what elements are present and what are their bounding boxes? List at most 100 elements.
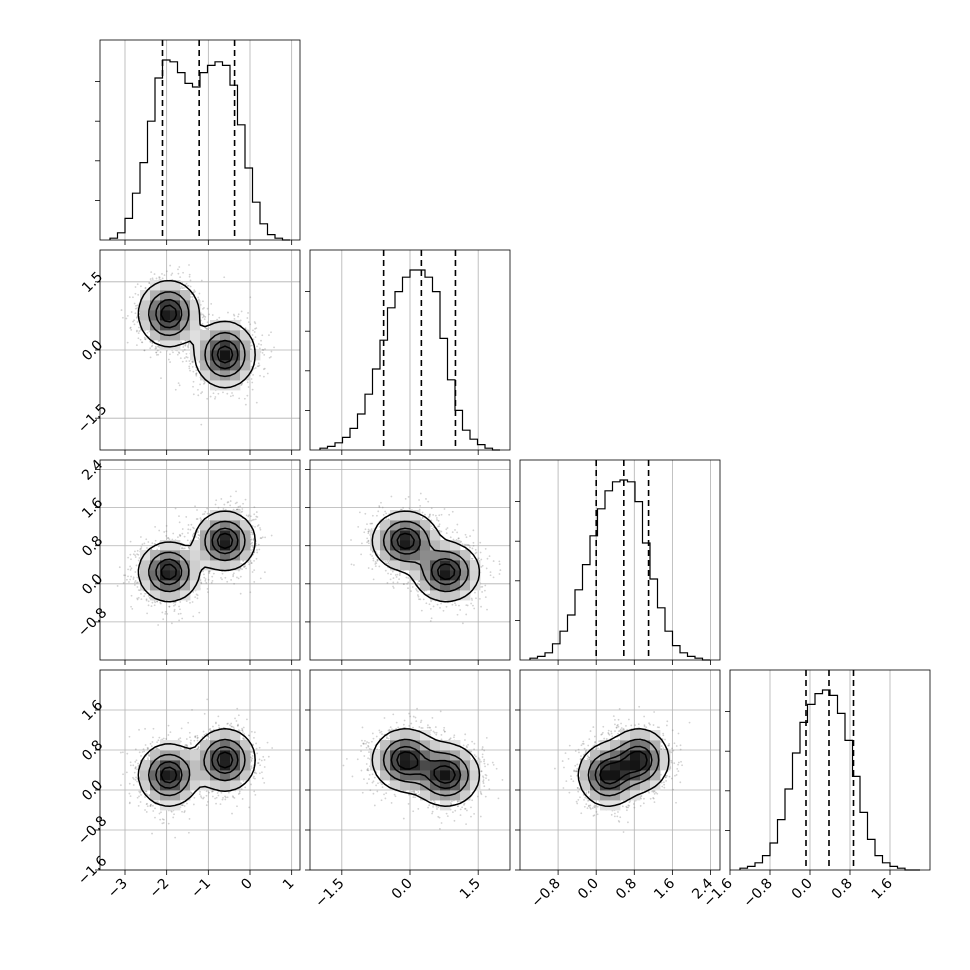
sample-point [203,318,206,321]
density-cell [170,330,181,341]
sample-point [202,382,205,385]
sample-point [141,341,144,344]
sample-point [241,510,244,513]
sample-point [211,575,214,578]
sample-point [179,608,181,611]
sample-point [159,601,162,604]
sample-point [200,423,203,426]
sample-point [207,578,210,581]
sample-point [248,563,251,566]
sample-point [173,610,176,613]
sample-point [129,326,132,329]
sample-point [192,591,195,593]
y-tick-label: 1.5 [79,269,106,296]
sample-point [189,601,191,604]
sample-point [247,321,250,324]
density-cell [180,310,191,321]
sample-point [191,601,194,603]
sample-point [195,373,198,376]
sample-point [229,395,232,398]
sample-point [197,537,200,539]
sample-point [164,610,167,613]
sample-point [178,384,181,387]
sample-point [146,547,148,549]
sample-point [273,346,275,349]
sample-point [251,525,254,527]
sample-point [122,581,125,584]
sample-point [158,278,161,280]
sample-point [208,313,211,316]
density-cell [240,370,251,381]
sample-point [133,323,136,326]
sample-point [136,586,139,588]
density-cell [210,370,221,381]
sample-point [144,286,147,289]
sample-point [143,542,146,545]
sample-point [227,311,229,314]
sample-point [136,576,139,579]
sample-point [133,319,135,322]
sample-point [261,536,264,539]
density-cell [220,370,231,381]
sample-point [182,346,185,348]
sample-point [238,397,241,400]
panel-0-2 [116,490,273,626]
sample-point [197,531,199,534]
sample-point [249,296,252,299]
sample-point [192,360,194,363]
panel-0-1 [120,264,275,426]
sample-point [178,605,180,608]
sample-point [229,504,232,507]
density-cell [190,310,201,321]
sample-point [229,500,232,502]
sample-point [137,553,140,556]
sample-point [232,572,235,575]
sample-point [197,298,200,301]
sample-point [224,576,227,579]
sample-point [181,360,184,363]
sample-point [136,598,139,601]
density-cell [240,360,251,371]
sample-point [249,323,252,326]
sample-point [143,349,146,352]
sample-point [223,276,226,279]
sample-point [262,375,265,378]
sample-point [136,321,139,323]
sample-point [246,381,249,384]
sample-point [204,327,207,329]
sample-point [221,572,224,575]
sample-point [199,517,202,520]
sample-point [254,336,257,339]
sample-point [250,378,253,380]
sample-point [178,515,180,517]
sample-point [151,542,154,545]
sample-point [240,310,243,313]
sample-point [193,532,195,535]
sample-point [156,345,159,348]
sample-point [191,535,194,538]
density-cell [160,320,171,331]
sample-point [246,317,249,319]
sample-point [243,397,246,400]
sample-point [179,276,182,279]
sample-point [257,524,260,526]
sample-point [154,539,157,542]
sample-point [192,534,194,536]
sample-point [244,565,247,568]
sample-point [157,353,160,356]
sample-point [139,548,142,551]
density-cell [230,360,241,371]
sample-point [253,569,256,572]
sample-point [167,358,170,361]
sample-point [159,602,162,605]
sample-point [158,529,161,532]
sample-point [250,538,253,541]
sample-point [134,292,137,295]
sample-point [189,528,192,531]
density-cell [170,280,181,291]
sample-point [130,567,133,570]
sample-point [166,612,169,615]
sample-point [189,285,192,288]
sample-point [153,273,156,275]
sample-point [255,511,258,513]
